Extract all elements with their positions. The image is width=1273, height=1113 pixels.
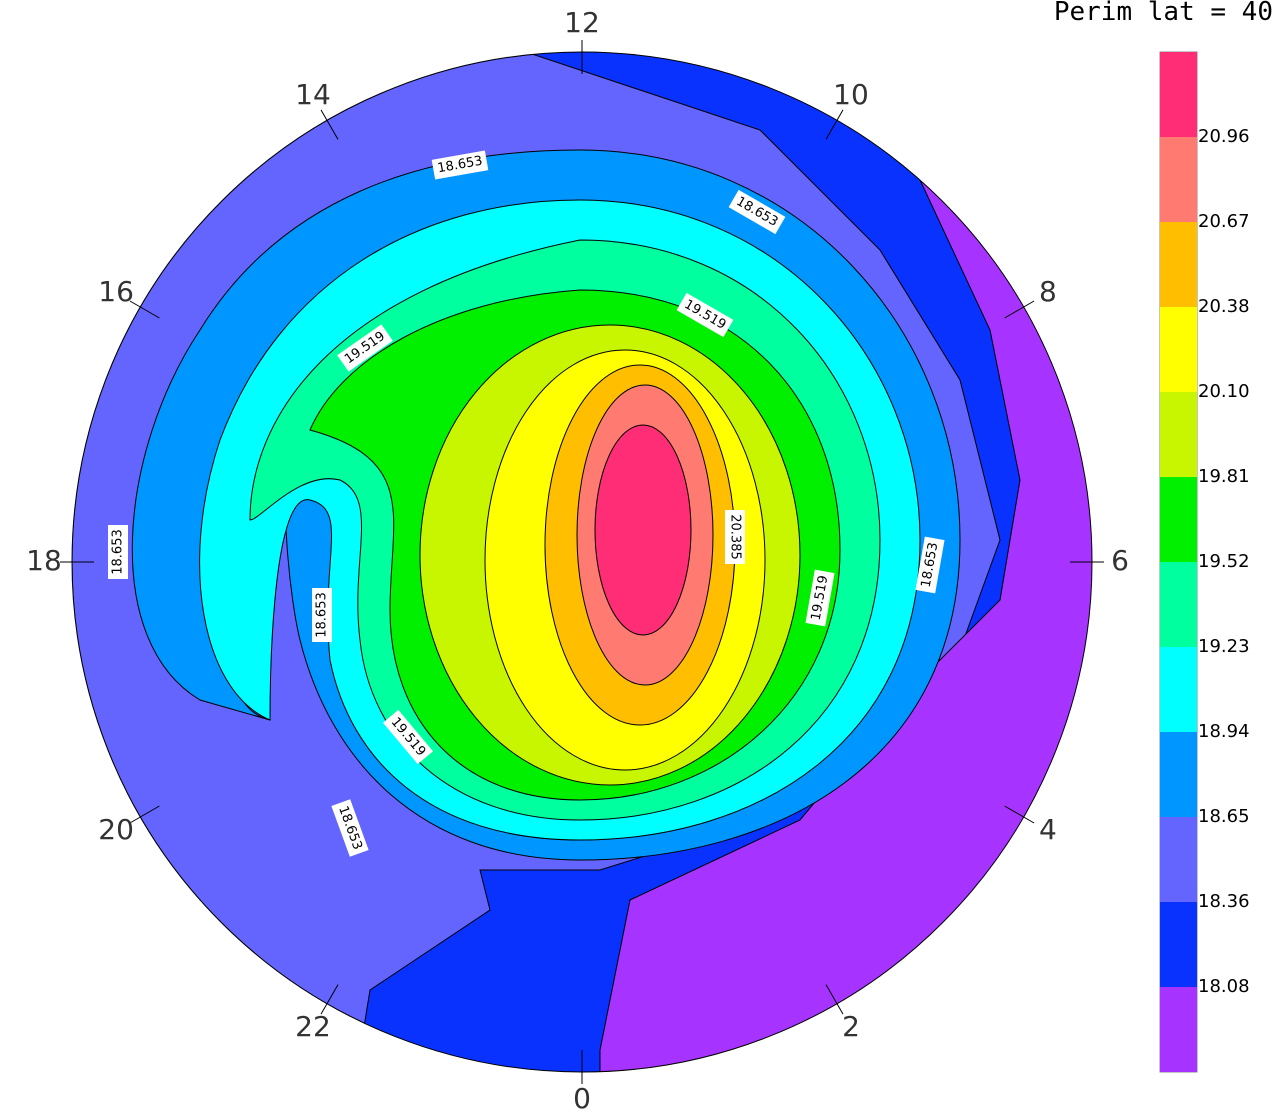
contour-label-text: 18.653 <box>111 529 126 575</box>
hour-tick <box>129 805 160 824</box>
hour-tick <box>825 109 844 140</box>
contour-label-box <box>312 588 332 642</box>
contour-label-box <box>337 324 393 372</box>
hour-tick <box>1004 300 1035 319</box>
colorbar-label: 19.52 <box>1198 551 1250 572</box>
hour-tick <box>129 300 160 319</box>
contour-label-box <box>431 150 489 180</box>
hour-label: 4 <box>1039 813 1057 846</box>
hour-label: 2 <box>842 1010 860 1043</box>
hour-tick <box>825 984 844 1015</box>
colorbar-label: 18.94 <box>1198 721 1250 742</box>
hour-label: 10 <box>833 78 869 111</box>
colorbar-band <box>1160 902 1197 987</box>
contour-label: 18.653 <box>431 150 489 180</box>
colorbar-band <box>1160 987 1197 1072</box>
hour-label: 18 <box>26 544 62 577</box>
contour-label: 18.653 <box>915 536 945 594</box>
contour-label-text: 18.653 <box>315 592 330 638</box>
colorbar-band <box>1160 647 1197 732</box>
colorbar-band <box>1160 477 1197 562</box>
hour-label: 12 <box>564 6 600 39</box>
colorbar-band <box>1160 732 1197 817</box>
hour-label: 8 <box>1039 275 1057 308</box>
contour-label-text: 20.385 <box>728 514 743 560</box>
colorbar-band <box>1160 392 1197 477</box>
colorbar-band <box>1160 817 1197 902</box>
colorbar-band <box>1160 562 1197 647</box>
contour-label: 18.653 <box>312 588 332 642</box>
contour-label-box <box>382 709 434 765</box>
contour-label: 19.519 <box>805 569 835 627</box>
hour-label: 6 <box>1111 544 1129 577</box>
hour-label: 14 <box>295 78 331 111</box>
contour-fill <box>72 52 1092 1072</box>
colorbar-label: 20.38 <box>1198 296 1250 317</box>
colorbar-label: 20.10 <box>1198 381 1250 402</box>
colorbar-label: 18.36 <box>1198 891 1250 912</box>
contour-label-box <box>728 189 786 235</box>
colorbar-label: 20.96 <box>1198 126 1250 147</box>
colorbar-band <box>1160 137 1197 222</box>
region <box>599 178 1092 1072</box>
hour-label: 16 <box>98 275 134 308</box>
hour-tick <box>320 984 339 1015</box>
contour-label-box <box>108 525 128 579</box>
contour-label-box <box>725 510 745 564</box>
contour-label-box <box>676 292 734 338</box>
colorbar-band <box>1160 52 1197 137</box>
hour-tick <box>320 109 339 140</box>
contour-label-box <box>331 799 369 857</box>
title: Perim lat = 40 <box>1054 0 1273 27</box>
contour-label: 20.385 <box>725 510 745 564</box>
hour-label: 0 <box>573 1082 591 1113</box>
region <box>594 424 692 636</box>
colorbar-band <box>1160 307 1197 392</box>
contour-label-box <box>805 569 835 627</box>
colorbar-label: 20.67 <box>1198 211 1250 232</box>
hour-tick <box>1004 805 1035 824</box>
contour-label-box <box>915 536 945 594</box>
hour-label: 20 <box>98 813 134 846</box>
hour-label: 22 <box>295 1010 331 1043</box>
colorbar-label: 19.81 <box>1198 466 1250 487</box>
colorbar-label: 18.65 <box>1198 806 1250 827</box>
colorbar-label: 19.23 <box>1198 636 1250 657</box>
colorbar-label: 18.08 <box>1198 976 1250 997</box>
colorbar-band <box>1160 222 1197 307</box>
contour-label: 18.653 <box>108 525 128 579</box>
